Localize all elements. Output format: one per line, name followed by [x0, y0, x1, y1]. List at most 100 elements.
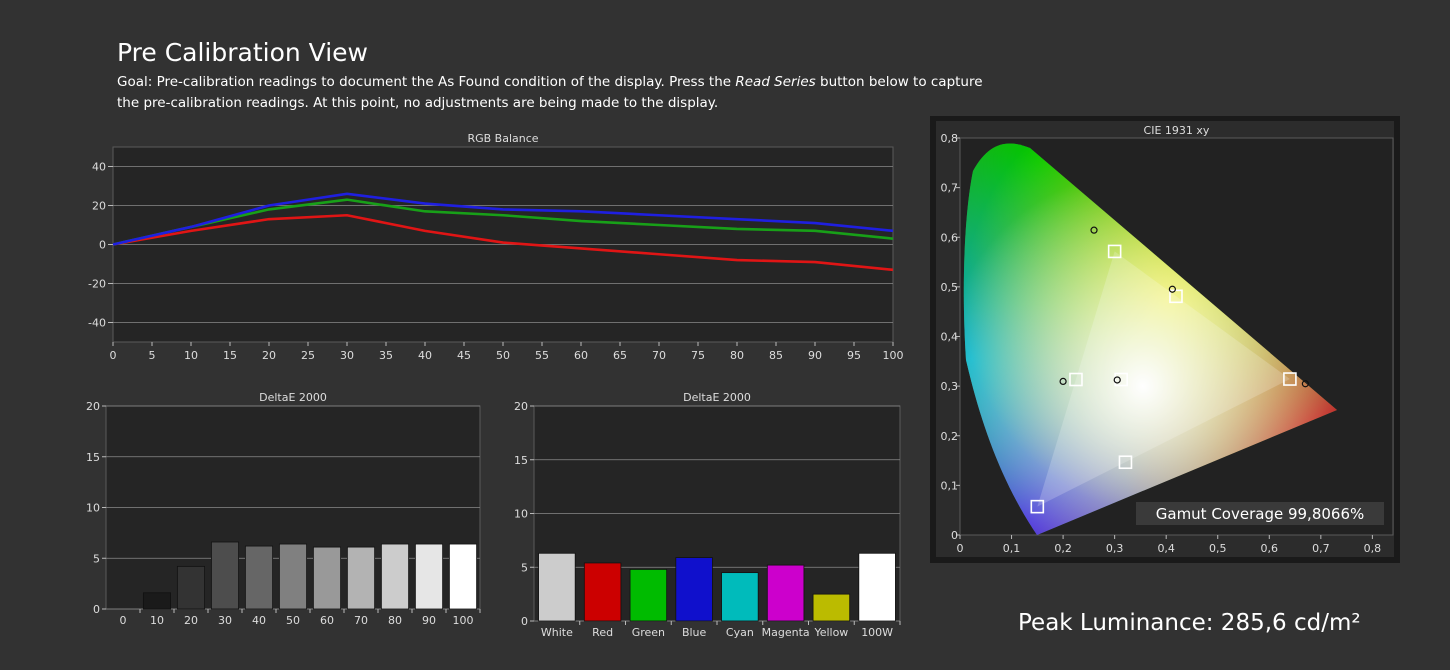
grayscale-deltae-bar: [142, 592, 171, 610]
grayscale-deltae-x-tick-label: 70: [354, 614, 368, 627]
colors-deltae-bar: [583, 562, 622, 622]
colors-deltae-y-tick-label: 20: [514, 400, 528, 413]
gamut-coverage-box: [1136, 502, 1384, 525]
rgb-x-tick-label: 30: [340, 349, 354, 362]
colors-deltae-x-tick-label: 100W: [861, 626, 893, 639]
page-title: Pre Calibration View: [117, 38, 368, 67]
colors-deltae-bar: [812, 593, 851, 622]
rgb-x-tick-label: 90: [808, 349, 822, 362]
cie-x-tick-label: 0,5: [1209, 542, 1227, 555]
cie-target-square: [1283, 372, 1297, 386]
grayscale-deltae-bar: [244, 545, 273, 610]
cie-target-square: [1114, 372, 1128, 387]
peak-luminance: Peak Luminance: 285,6 cd/m²: [1018, 610, 1361, 636]
grayscale-deltae-bar: [210, 541, 239, 610]
cie-measured-point: [1168, 285, 1176, 293]
cie-gamut-triangle: [1037, 251, 1290, 507]
goal-text: Goal: Pre-calibration readings to docume…: [117, 72, 987, 114]
rgb-x-tick-label: 70: [652, 349, 666, 362]
grayscale-deltae-y-tick-label: 20: [86, 400, 100, 413]
rgb-x-tick-label: 95: [847, 349, 861, 362]
cie-x-tick-label: 0,1: [1003, 542, 1021, 555]
cie-y-tick-label: 0,7: [941, 182, 959, 195]
colors-deltae-y-tick-label: 10: [514, 508, 528, 521]
grayscale-deltae-x-tick-label: 0: [120, 614, 127, 627]
rgb-chart-title: RGB Balance: [467, 132, 538, 145]
cie-target-square: [1069, 372, 1083, 387]
colors-deltae-x-tick-label: Green: [632, 626, 665, 639]
cie-x-tick-label: 0: [957, 542, 964, 555]
rgb-y-tick-label: 40: [92, 161, 106, 174]
colors-deltae-bar: [766, 564, 805, 622]
cie-measured-point: [1059, 377, 1067, 385]
cie-y-tick-label: 0,6: [941, 231, 959, 244]
grayscale-deltae-bar: [278, 543, 307, 610]
cie-y-tick-label: 0: [951, 529, 958, 542]
rgb-x-tick-label: 0: [110, 349, 117, 362]
cie-locus-tint: [963, 143, 1337, 535]
rgb-x-tick-label: 20: [262, 349, 276, 362]
colors-deltae-x-tick-label: Blue: [682, 626, 707, 639]
grayscale-deltae-x-tick-label: 90: [422, 614, 436, 627]
rgb-x-tick-label: 45: [457, 349, 471, 362]
cie-y-tick-label: 0,5: [941, 281, 959, 294]
cie-x-tick-label: 0,6: [1261, 542, 1279, 555]
cie-target-square: [1118, 455, 1133, 470]
cie-chart-title: CIE 1931 xy: [1144, 124, 1210, 137]
goal-text-before: Goal: Pre-calibration readings to docume…: [117, 74, 736, 90]
rgb-x-tick-label: 100: [883, 349, 904, 362]
colors-deltae-plot: DeltaE 2000 20 15 10 5 0 White Red Green Blue Cyan…: [514, 391, 901, 639]
grayscale-deltae-x-tick-label: 80: [388, 614, 402, 627]
colors-deltae-y-tick-label: 0: [521, 615, 528, 628]
goal-text-after: button below to capture the pre-calibrat…: [117, 74, 983, 111]
grayscale-deltae-y-tick-label: 10: [86, 502, 100, 515]
rgb-x-tick-label: 5: [149, 349, 156, 362]
cie-x-tick-label: 0,4: [1157, 542, 1175, 555]
cie-measured-point: [1113, 376, 1121, 384]
grayscale-deltae-bar: [380, 543, 409, 610]
grayscale-deltae-x-tick-label: 30: [218, 614, 232, 627]
rgb-x-tick-label: 25: [301, 349, 315, 362]
rgb-y-tick-label: 20: [92, 200, 106, 213]
colors-deltae-y-tick-label: 15: [514, 454, 528, 467]
rgb-x-tick-label: 35: [379, 349, 393, 362]
cie-y-tick-label: 0,2: [941, 430, 959, 443]
cie-measured-point: [1090, 226, 1098, 234]
cie-chart: CIE 1931 xy 0,8 0,7 0,6 0,5 0,4 0,3 0,2 0,1 00 0,1…: [930, 116, 1400, 563]
colors-deltae-x-tick-label: Magenta: [762, 626, 810, 639]
cie-y-tick-label: 0,3: [941, 380, 959, 393]
grayscale-deltae-bar: [312, 546, 341, 610]
colors-deltae-x-tick-label: Red: [592, 626, 613, 639]
grayscale-deltae-y-tick-label: 0: [93, 603, 100, 616]
rgb-x-tick-label: 65: [613, 349, 627, 362]
grayscale-deltae-x-tick-label: 100: [453, 614, 474, 627]
cie-target-square: [1169, 289, 1183, 304]
cie-target-square: [1030, 499, 1045, 514]
grayscale-deltae-x-tick-label: 50: [286, 614, 300, 627]
grayscale-deltae-bar: [176, 565, 205, 610]
grayscale-deltae-x-tick-label: 40: [252, 614, 266, 627]
rgb-series-line-red: [112, 213, 894, 272]
cie-y-tick-label: 0,4: [941, 331, 959, 344]
cie-x-tick-label: 0,2: [1054, 542, 1072, 555]
goal-text-emphasis: Read Series: [735, 74, 816, 90]
rgb-y-tick-label: -40: [88, 317, 106, 330]
rgb-x-tick-label: 85: [769, 349, 783, 362]
colors-deltae-y-tick-label: 5: [521, 561, 528, 574]
grayscale-deltae-y-tick-label: 15: [86, 451, 100, 464]
colors-deltae-bar: [629, 569, 668, 622]
rgb-x-tick-label: 80: [730, 349, 744, 362]
rgb-y-tick-label: -20: [88, 278, 106, 291]
grayscale-deltae-y-tick-label: 5: [93, 552, 100, 565]
rgb-x-tick-label: 55: [535, 349, 549, 362]
gamut-coverage-label: Gamut Coverage 99,8066%: [1156, 505, 1365, 523]
rgb-x-tick-label: 50: [496, 349, 510, 362]
rgb-x-tick-label: 15: [223, 349, 237, 362]
rgb-series-line-blue: [112, 192, 894, 246]
rgb-balance-plot: RGB Balance 40 20 0 -20 -40 0 5 10 15 20 25 30 35 40 45…: [88, 132, 903, 362]
cie-x-tick-label: 0,8: [1364, 542, 1382, 555]
colors-deltae-x-tick-label: Cyan: [726, 626, 754, 639]
rgb-series-line-green: [112, 198, 894, 246]
rgb-x-tick-label: 75: [691, 349, 705, 362]
